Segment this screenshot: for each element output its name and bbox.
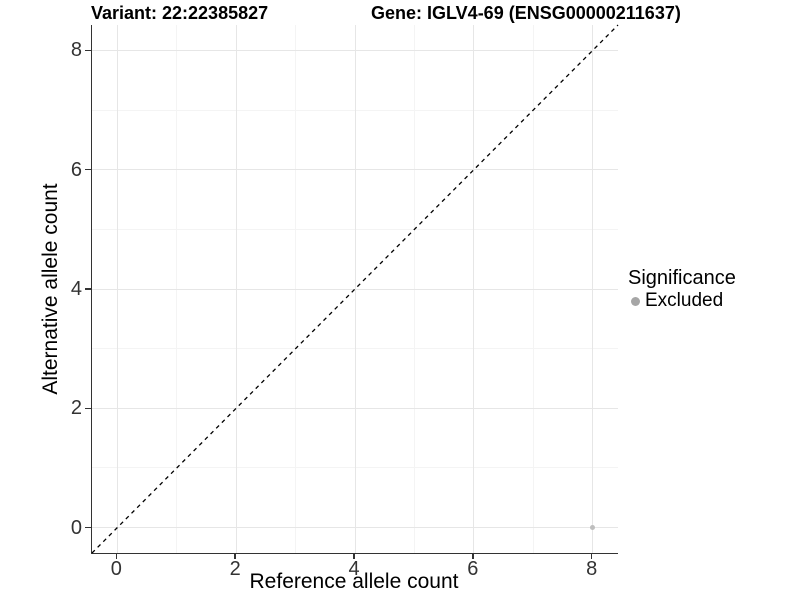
- gridline-major-horizontal: [92, 288, 618, 290]
- x-axis-tick-mark: [590, 553, 593, 559]
- plot-title-variant: Variant: 22:22385827: [91, 3, 269, 23]
- y-axis-tick-mark: [85, 526, 91, 529]
- x-axis-tick-label: 2: [229, 558, 241, 580]
- gridline-major-horizontal: [92, 527, 618, 529]
- gridline-major-horizontal: [92, 49, 618, 51]
- legend-item-label: Excluded: [645, 290, 724, 311]
- x-axis-tick-mark: [472, 553, 474, 559]
- x-axis-tick-label: 0: [110, 558, 122, 580]
- x-axis-tick-mark: [353, 553, 355, 559]
- y-axis-tick-label: 4: [70, 278, 82, 300]
- plot-title-gene: Gene: IGLV4-69 (ENSG00000211637): [371, 3, 681, 23]
- legend-title: Significance: [628, 267, 736, 289]
- gridline-major-horizontal: [92, 407, 618, 409]
- excluded-point-icon: [631, 296, 640, 306]
- data-point: [590, 525, 596, 531]
- x-axis-title: Reference allele count: [249, 570, 459, 593]
- y-axis-tick-label: 2: [70, 397, 82, 420]
- y-axis-tick-label: 8: [70, 39, 82, 62]
- y-axis-tick-label: 0: [70, 516, 82, 539]
- y-axis-tick-label: 6: [70, 158, 82, 181]
- legend: Significance Excluded: [628, 266, 736, 312]
- y-axis-tick-mark: [85, 407, 91, 410]
- y-axis-tick-mark: [85, 168, 91, 171]
- y-axis-tick-mark: [85, 288, 91, 290]
- identity-dashed-line: [91, 24, 619, 554]
- gridline-major-horizontal: [92, 169, 618, 171]
- legend-item-excluded: Excluded: [628, 290, 736, 312]
- x-axis-tick-label: 4: [348, 558, 360, 580]
- x-axis-tick-mark: [234, 553, 236, 559]
- plot-panel: [91, 24, 619, 554]
- x-axis-tick-mark: [115, 553, 117, 559]
- x-axis-tick-label: 8: [586, 558, 598, 580]
- y-axis-tick-mark: [85, 49, 91, 52]
- y-axis-title: Alternative allele count: [39, 183, 62, 395]
- x-axis-tick-label: 6: [467, 558, 479, 580]
